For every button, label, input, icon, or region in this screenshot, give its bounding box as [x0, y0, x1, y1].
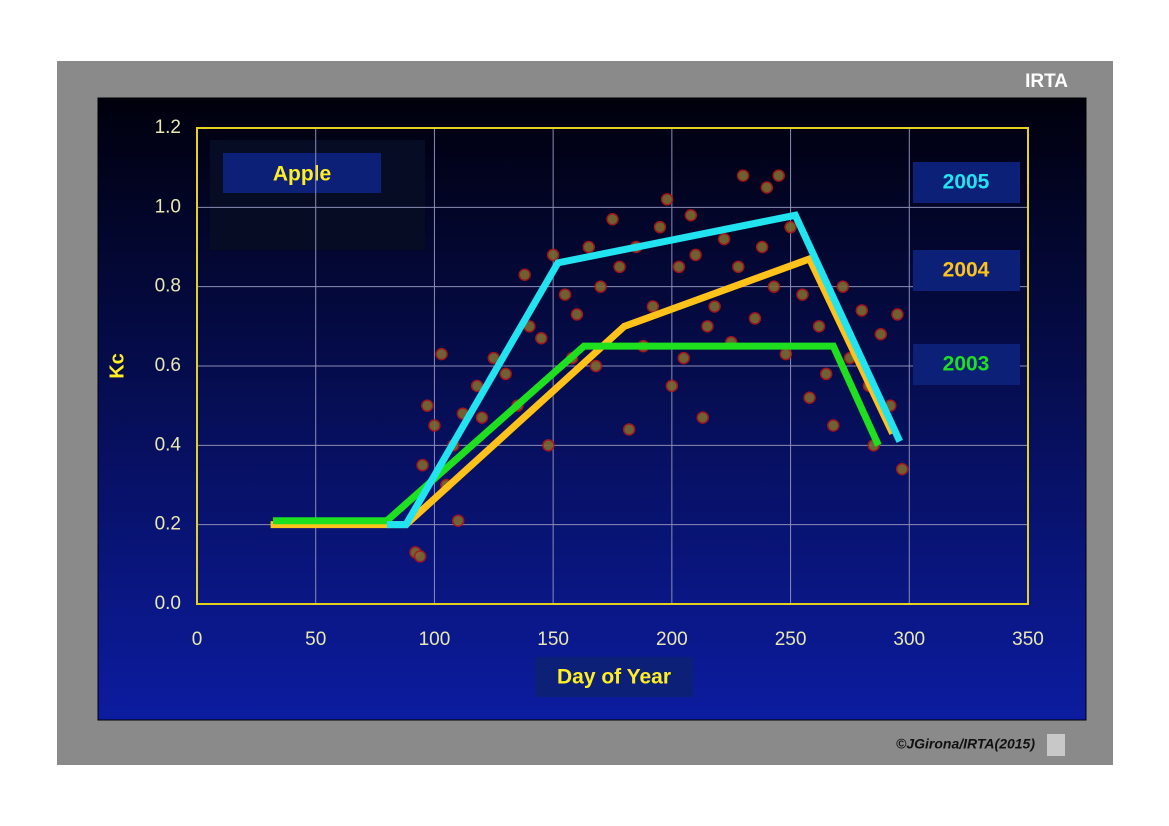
scatter-point [589, 359, 603, 373]
y-tick-label: 0.6 [155, 355, 181, 376]
scatter-point [416, 458, 429, 472]
legend-box [913, 344, 1020, 385]
x-tick-label: 300 [893, 629, 925, 650]
y-tick-label: 0.0 [155, 593, 181, 614]
y-tick-label: 1.2 [155, 117, 181, 138]
legend-label: 2003 [943, 353, 990, 376]
x-tick-label: 350 [1012, 629, 1044, 650]
scatter-point [736, 169, 750, 182]
scatter-point [708, 300, 721, 313]
scatter-point [546, 248, 560, 262]
scatter-point [784, 220, 797, 234]
scatter-point [732, 260, 745, 274]
scatter-point [796, 288, 809, 301]
scatter-point [772, 169, 785, 182]
scatter-point [672, 260, 686, 274]
y-tick-label: 0.2 [155, 514, 181, 535]
y-tick-label: 0.8 [155, 276, 181, 297]
scatter-point [689, 248, 702, 262]
x-label-box [535, 657, 693, 697]
legend-box [913, 250, 1020, 291]
scatter-point [518, 268, 531, 282]
scatter-point [701, 320, 714, 333]
scatter-point [855, 304, 869, 317]
x-tick-label: 200 [656, 629, 688, 650]
series-line [272, 342, 882, 525]
scatter-point [542, 439, 555, 452]
scatter-point [827, 419, 840, 432]
logo-icon [1047, 734, 1065, 756]
scatter-point [779, 347, 793, 361]
scatter-point [665, 379, 679, 393]
scatter-point [594, 280, 607, 293]
scatter-point [812, 320, 826, 333]
scatter-point [558, 288, 572, 301]
scatter-point [677, 351, 690, 365]
brand: IRTA [1025, 71, 1068, 92]
scatter-point [421, 399, 434, 412]
series-line [270, 254, 896, 529]
credit: ©JGirona/IRTA(2015) [896, 736, 1035, 752]
scatter-point [535, 331, 548, 345]
legend-box [913, 162, 1020, 203]
x-tick-label: 100 [419, 629, 451, 650]
x-tick-label: 150 [537, 629, 569, 650]
scatter-point [748, 312, 762, 325]
scatter-point [435, 347, 448, 361]
scatter-point [891, 308, 904, 321]
x-tick-label: 0 [192, 629, 203, 650]
scatter-point [767, 280, 781, 293]
scatter-point [696, 411, 709, 424]
y-tick-label: 0.4 [155, 434, 182, 455]
scatter-point [755, 240, 769, 254]
scatter-point [717, 232, 731, 246]
scatter-point [836, 280, 850, 293]
scatter-point [660, 193, 674, 206]
series-line [386, 211, 903, 529]
scatter-point [413, 550, 427, 563]
legend-label: 2004 [943, 259, 990, 282]
scatter-point [582, 240, 596, 254]
scatter-point [760, 181, 774, 194]
x-tick-label: 50 [305, 629, 326, 650]
x-tick-label: 250 [775, 629, 807, 650]
scatter-point [895, 462, 909, 476]
scatter-point [570, 308, 584, 321]
legend-label: 2005 [943, 171, 990, 194]
scatter-point [451, 514, 465, 527]
scatter-point [606, 212, 619, 226]
y-axis-label: Kc [106, 353, 128, 379]
y-tick-label: 1.0 [155, 196, 181, 217]
scatter-point [622, 423, 636, 436]
scatter-point [613, 260, 626, 274]
scatter-point [819, 367, 833, 381]
scatter-point [646, 300, 660, 313]
scatter-point [653, 220, 667, 234]
x-axis-label: Day of Year [557, 666, 671, 689]
scatter-point [684, 209, 698, 222]
scatter-point [803, 391, 816, 404]
plot-border [196, 127, 1029, 605]
scatter-point [874, 328, 888, 341]
scatter-point [475, 411, 489, 424]
scatter-point [428, 419, 441, 432]
chart-title: Apple [273, 163, 331, 186]
scatter-point [499, 367, 512, 381]
title-box [223, 153, 381, 193]
